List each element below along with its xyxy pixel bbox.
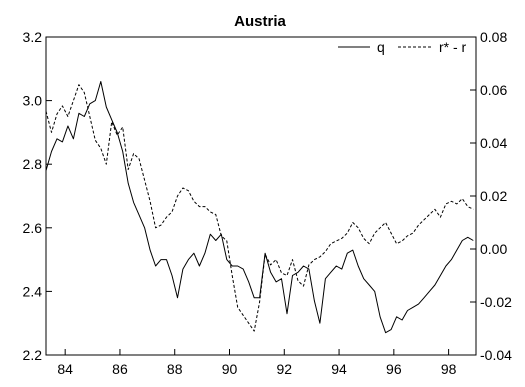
x-tick-label: 84 [57,361,73,377]
y-right-tick-label: -0.04 [480,347,512,363]
legend-label-q: q [377,39,385,55]
series-line-q [45,81,474,334]
x-tick-label: 86 [112,361,128,377]
series-line-rdiff [45,84,474,332]
y-right-tick-label: 0.02 [480,188,507,204]
y-left-tick-label: 2.2 [23,347,43,363]
y-right-tick-label: 0.00 [480,241,507,257]
x-axis: 84 86 88 90 92 94 96 98 [57,349,457,377]
y-right-tick-label: 0.06 [480,82,507,98]
legend-label-rdiff: r* - r [439,39,467,55]
chart-title: Austria [234,13,286,30]
y-left-tick-label: 2.4 [23,283,43,299]
y-axis-right: -0.04 -0.02 0.00 0.02 0.04 0.06 0.08 [470,29,512,363]
x-tick-label: 88 [167,361,183,377]
plot-frame [45,36,477,356]
y-left-tick-label: 2.8 [23,156,43,172]
series-group [45,81,474,334]
y-right-tick-label: 0.08 [480,29,507,45]
y-right-tick-label: -0.02 [480,294,512,310]
x-tick-label: 92 [276,361,292,377]
y-right-tick-label: 0.04 [480,135,507,151]
x-tick-label: 98 [441,361,457,377]
x-tick-label: 90 [222,361,238,377]
y-axis-left: 2.2 2.4 2.6 2.8 3.0 3.2 [23,29,52,363]
y-left-tick-label: 3.0 [23,93,43,109]
x-tick-label: 96 [386,361,402,377]
x-tick-label: 94 [331,361,347,377]
y-left-tick-label: 3.2 [23,29,43,45]
y-left-tick-label: 2.6 [23,220,43,236]
legend: q r* - r [338,39,467,55]
